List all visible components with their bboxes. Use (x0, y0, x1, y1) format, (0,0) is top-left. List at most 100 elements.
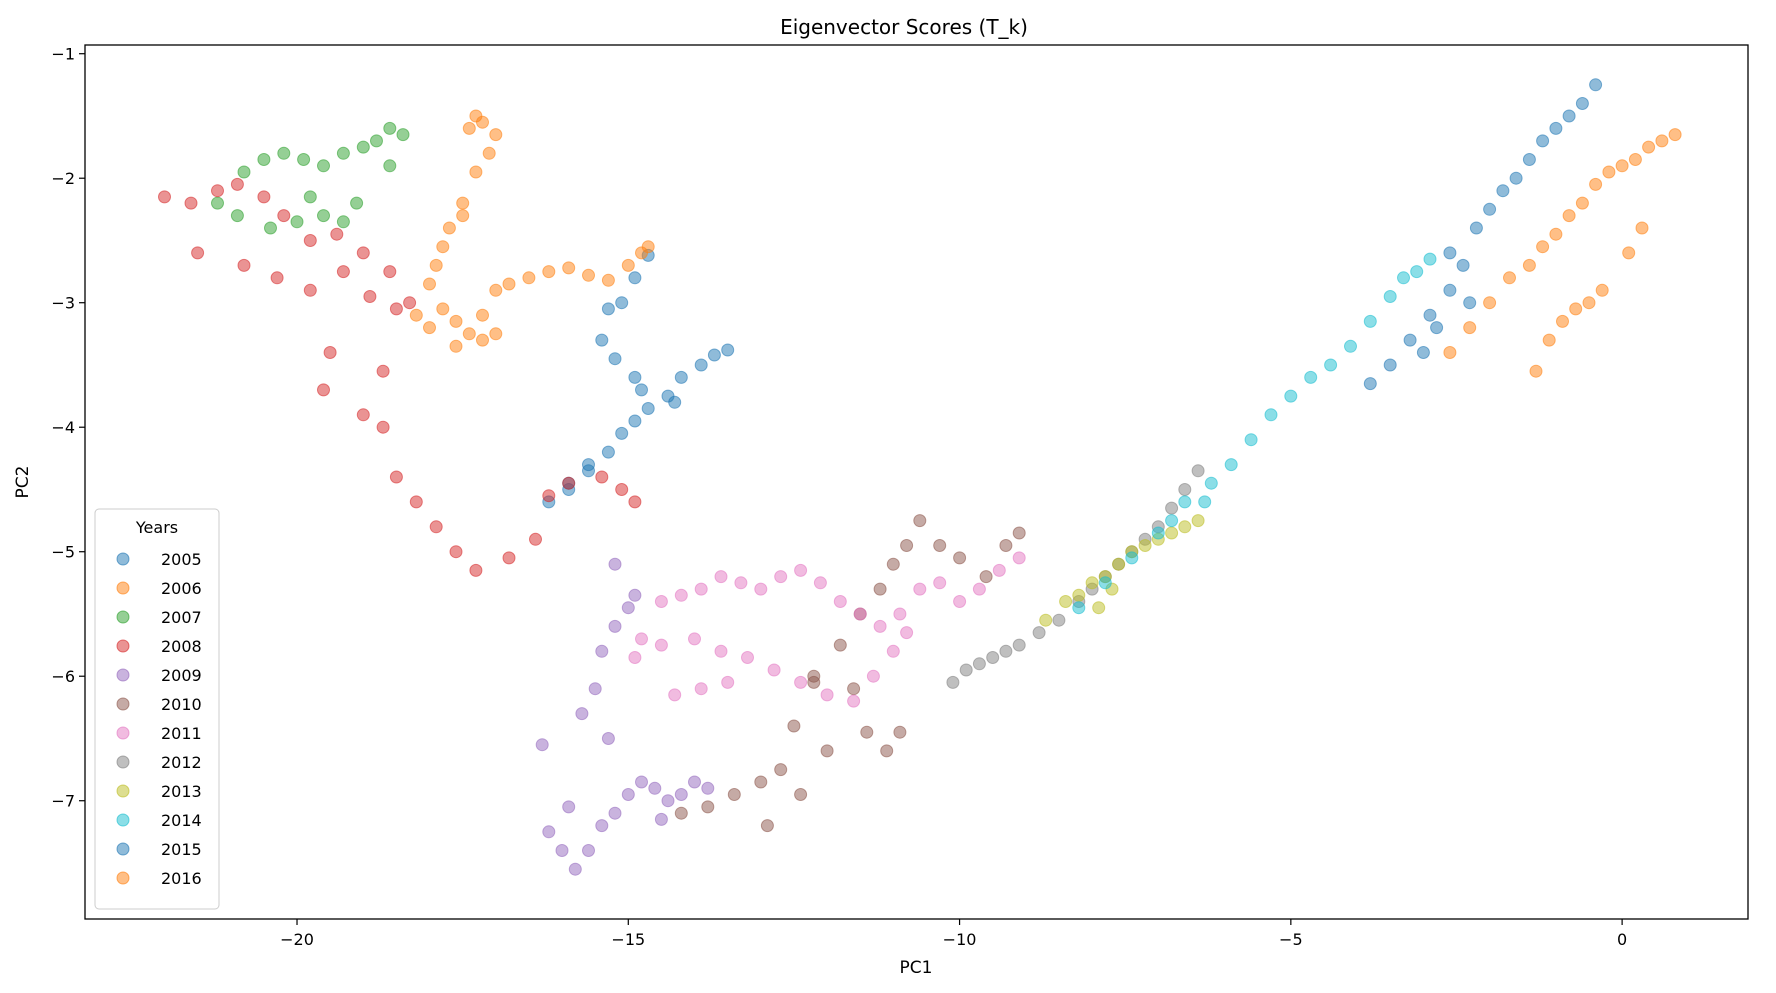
series-2011 (628, 551, 1026, 708)
point-2010-4 (774, 763, 788, 777)
point-2008-18 (356, 408, 370, 422)
point-2010-24 (847, 682, 861, 696)
point-2016-15 (1668, 128, 1682, 142)
point-2009-23 (608, 557, 622, 571)
points-layer (158, 78, 1682, 876)
point-2008-32 (191, 246, 205, 260)
point-2014-7 (1244, 433, 1258, 447)
point-2016-18 (1556, 314, 1569, 328)
point-2010-5 (787, 719, 801, 733)
point-2006-1 (423, 321, 436, 335)
point-2006-7 (502, 277, 516, 291)
point-2007-3 (277, 146, 291, 160)
point-2006-29 (489, 327, 503, 341)
point-2006-18 (476, 115, 489, 129)
point-2009-7 (635, 775, 648, 789)
point-2010-11 (900, 539, 914, 552)
point-2015-13 (1562, 109, 1576, 123)
point-2005-13 (635, 383, 648, 397)
point-2011-30 (886, 644, 900, 658)
point-2007-10 (396, 128, 410, 142)
point-2016-21 (1595, 283, 1609, 297)
point-2012-2 (972, 657, 986, 671)
point-2011-10 (833, 595, 847, 608)
point-2010-21 (860, 725, 874, 739)
point-2012-0 (946, 675, 960, 689)
point-2014-8 (1264, 408, 1278, 422)
point-2009-20 (535, 738, 549, 752)
y-tick-label: −1 (51, 45, 75, 64)
point-2007-12 (350, 196, 364, 210)
series-2008 (158, 177, 642, 577)
legend-marker-2009 (116, 668, 130, 682)
point-2016-20 (1582, 296, 1596, 310)
point-2012-3 (986, 651, 1000, 664)
point-2008-1 (184, 196, 198, 210)
point-2011-33 (721, 675, 735, 689)
point-2011-18 (992, 563, 1006, 577)
legend-marker-2005 (116, 552, 130, 566)
point-2006-30 (456, 209, 470, 223)
point-2014-0 (1072, 601, 1086, 615)
point-2013-7 (1138, 539, 1152, 552)
point-2007-4 (297, 153, 311, 166)
y-tick-label: −3 (51, 294, 75, 313)
point-2016-17 (1542, 333, 1556, 347)
point-2007-1 (237, 165, 251, 179)
point-2010-19 (794, 788, 808, 801)
x-axis: −20 −15 −10 −5 0 (280, 919, 1627, 949)
point-2009-4 (595, 819, 609, 833)
x-tick-label: −10 (943, 930, 977, 949)
point-2010-25 (807, 669, 821, 683)
point-2016-13 (1642, 140, 1656, 154)
point-2006-2 (436, 302, 450, 316)
legend-marker-2012 (116, 755, 130, 769)
y-tick-label: −4 (51, 418, 75, 437)
point-2013-3 (1085, 576, 1099, 590)
point-2011-3 (694, 582, 708, 596)
point-2010-9 (873, 582, 887, 596)
point-2016-9 (1589, 177, 1603, 191)
point-2009-21 (562, 800, 576, 814)
point-2009-0 (542, 825, 556, 839)
point-2015-11 (1536, 134, 1550, 148)
point-2015-15 (1589, 78, 1603, 92)
point-2016-0 (1443, 346, 1457, 359)
point-2011-28 (847, 694, 861, 708)
point-2008-15 (363, 290, 377, 303)
point-2009-19 (575, 707, 589, 721)
point-2008-4 (257, 190, 271, 204)
legend-title: Years (135, 518, 178, 537)
x-tick-label: −20 (280, 930, 314, 949)
point-2010-20 (820, 744, 834, 758)
series-2015 (1363, 78, 1603, 391)
point-2005-14 (608, 352, 622, 366)
point-2010-15 (979, 570, 993, 584)
point-2008-20 (389, 470, 403, 484)
point-2008-24 (469, 563, 483, 577)
point-2016-8 (1575, 196, 1589, 210)
legend-label-2005: 2005 (161, 550, 202, 569)
point-2007-18 (303, 190, 317, 204)
point-2011-13 (893, 607, 907, 621)
point-2014-14 (1383, 290, 1397, 303)
point-2009-2 (568, 862, 582, 876)
point-2016-22 (1622, 246, 1636, 260)
point-2009-16 (608, 619, 622, 633)
point-2016-7 (1562, 209, 1576, 223)
point-2013-5 (1112, 557, 1126, 571)
point-2011-4 (714, 570, 728, 584)
point-2011-9 (813, 576, 827, 590)
point-2011-23 (714, 644, 728, 658)
point-2016-5 (1536, 240, 1550, 254)
point-2015-4 (1443, 283, 1457, 297)
point-2012-1 (959, 663, 973, 677)
point-2008-28 (562, 476, 576, 490)
series-2006 (409, 109, 655, 353)
point-2012-17 (1191, 464, 1205, 478)
point-2012-7 (1052, 613, 1066, 627)
point-2010-14 (953, 551, 967, 565)
point-2014-6 (1224, 458, 1238, 472)
point-2008-13 (303, 283, 317, 297)
point-2008-19 (376, 420, 390, 434)
